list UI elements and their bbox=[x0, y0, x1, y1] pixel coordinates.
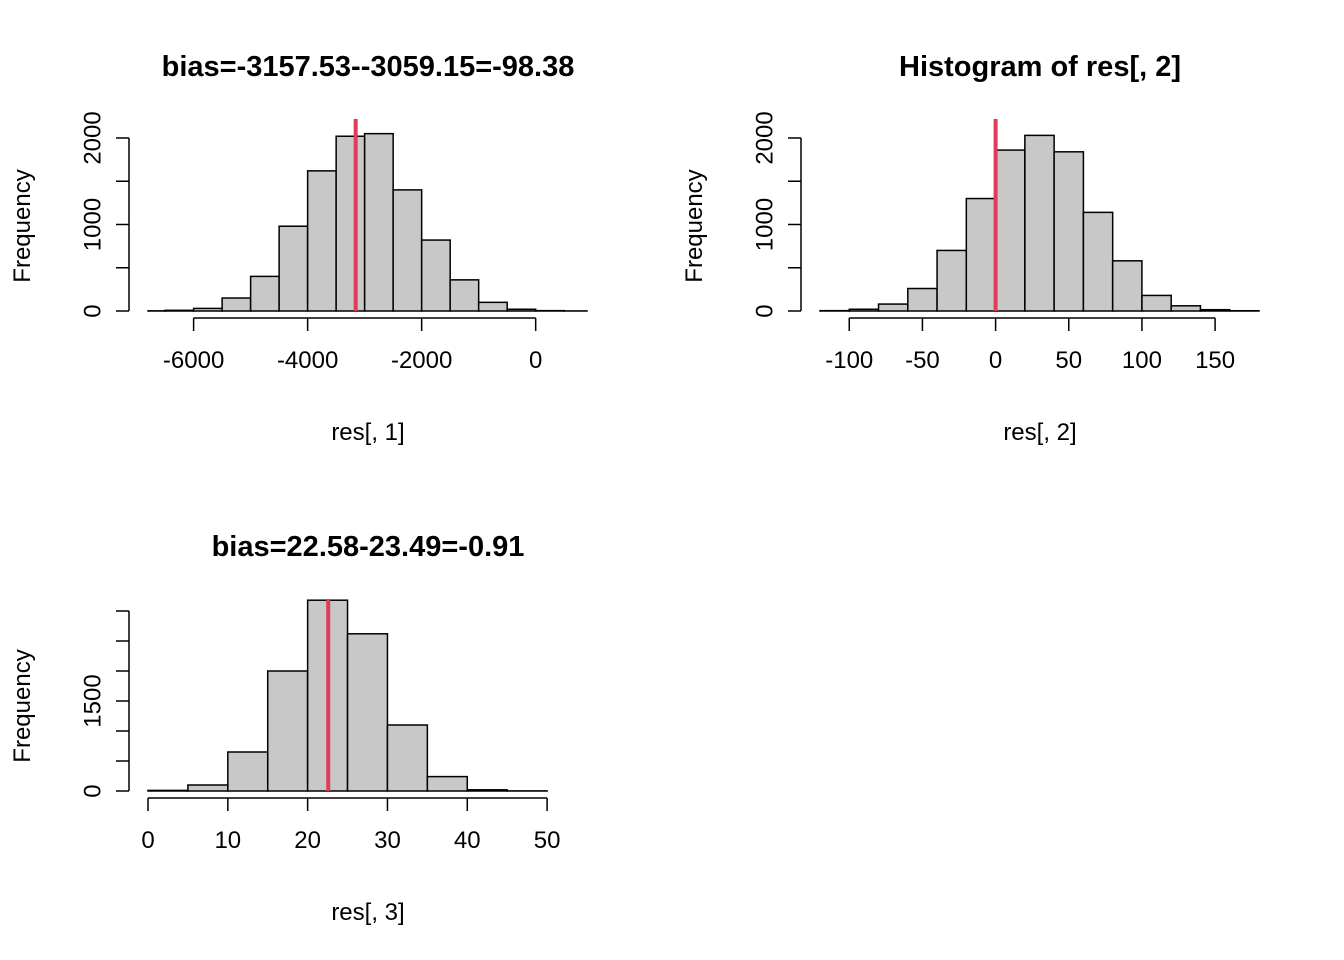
panel-3-bars bbox=[147, 599, 548, 792]
histogram-bar bbox=[936, 249, 968, 312]
x-tick-label: 0 bbox=[141, 827, 154, 854]
histogram-bar bbox=[386, 724, 429, 792]
histogram-panel-3: bias=22.58-23.49=-0.91 res[, 3] Frequenc… bbox=[9, 531, 560, 926]
panel-1-xlabel: res[, 1] bbox=[331, 419, 404, 446]
y-tick-label: 0 bbox=[751, 304, 778, 317]
y-tick-label: 2000 bbox=[79, 111, 106, 164]
histogram-bar bbox=[164, 309, 195, 312]
histogram-bar bbox=[187, 784, 229, 792]
panel-2-ylabel: Frequency bbox=[681, 169, 708, 282]
panel-2-axes: -100 -50 0 50 100 150 0 1000 2000 bbox=[751, 111, 1235, 374]
histogram-panel-1: bias=-3157.53--3059.15=-98.38 res[, 1] F… bbox=[9, 51, 588, 446]
histogram-bar bbox=[994, 149, 1026, 312]
x-tick-label: -50 bbox=[905, 347, 940, 374]
y-tick-label: 0 bbox=[79, 784, 106, 797]
x-tick-label: -100 bbox=[825, 347, 873, 374]
histogram-bar bbox=[1024, 134, 1055, 312]
x-tick-label: -2000 bbox=[391, 347, 452, 374]
histogram-bar bbox=[306, 170, 337, 312]
y-tick-label: 0 bbox=[79, 304, 106, 317]
x-tick-label: 40 bbox=[454, 827, 481, 854]
histogram-bar bbox=[227, 751, 269, 792]
histogram-bar bbox=[848, 308, 880, 312]
histogram-bar bbox=[1170, 305, 1202, 312]
histogram-bar bbox=[249, 275, 280, 312]
panel-2-bars bbox=[819, 119, 1260, 312]
histogram-bar bbox=[363, 132, 394, 312]
histogram-bar bbox=[147, 789, 189, 792]
histogram-bar bbox=[346, 633, 389, 792]
panel-3-axes: 0 10 20 30 40 50 0 1500 bbox=[79, 610, 561, 854]
x-tick-label: -6000 bbox=[163, 347, 224, 374]
histogram-bar bbox=[466, 789, 508, 792]
histogram-bar bbox=[477, 301, 508, 312]
panel-3-title: bias=22.58-23.49=-0.91 bbox=[212, 531, 525, 563]
histogram-bar bbox=[506, 308, 537, 312]
histogram-bar bbox=[426, 775, 469, 792]
histogram-bar bbox=[907, 287, 938, 312]
histogram-bar bbox=[1141, 294, 1172, 312]
histogram-bar bbox=[192, 307, 223, 312]
panel-1-title: bias=-3157.53--3059.15=-98.38 bbox=[162, 51, 575, 83]
histogram-bar bbox=[965, 197, 997, 312]
panel-3-xlabel: res[, 3] bbox=[331, 899, 404, 926]
x-tick-label: 50 bbox=[1055, 347, 1082, 374]
histogram-bar bbox=[266, 670, 309, 792]
x-tick-label: 150 bbox=[1195, 347, 1235, 374]
histogram-bar bbox=[278, 225, 309, 312]
histogram-panel-2: Histogram of res[, 2] res[, 2] Frequency… bbox=[681, 51, 1260, 446]
panel-1-axes: -6000 -4000 -2000 0 0 1000 2000 bbox=[79, 111, 542, 374]
histogram-bar bbox=[1082, 211, 1114, 312]
histogram-bar bbox=[420, 239, 451, 312]
histogram-bar bbox=[877, 303, 909, 312]
y-tick-label: 1000 bbox=[79, 198, 106, 251]
y-tick-label: 2000 bbox=[751, 111, 778, 164]
histogram-bar bbox=[221, 297, 252, 312]
x-tick-label: 10 bbox=[214, 827, 241, 854]
x-tick-label: 20 bbox=[294, 827, 321, 854]
panel-1-ylabel: Frequency bbox=[9, 169, 36, 282]
histogram-bar bbox=[1199, 308, 1231, 312]
panel-2-title: Histogram of res[, 2] bbox=[899, 51, 1181, 83]
x-tick-label: 30 bbox=[374, 827, 401, 854]
panel-2-xlabel: res[, 2] bbox=[1003, 419, 1076, 446]
x-tick-label: 0 bbox=[989, 347, 1002, 374]
x-tick-label: 50 bbox=[534, 827, 561, 854]
y-tick-label: 1000 bbox=[751, 198, 778, 251]
histogram-bar bbox=[335, 135, 366, 312]
histogram-bar bbox=[1053, 151, 1085, 312]
panel-3-ylabel: Frequency bbox=[9, 649, 36, 762]
histogram-bar bbox=[1111, 260, 1143, 312]
panel-1-bars bbox=[147, 119, 588, 312]
histogram-bar bbox=[449, 279, 480, 312]
y-tick-label: 1500 bbox=[79, 674, 106, 727]
histogram-bar bbox=[392, 189, 423, 312]
x-tick-label: -4000 bbox=[277, 347, 338, 374]
x-tick-label: 0 bbox=[529, 347, 542, 374]
x-tick-label: 100 bbox=[1122, 347, 1162, 374]
